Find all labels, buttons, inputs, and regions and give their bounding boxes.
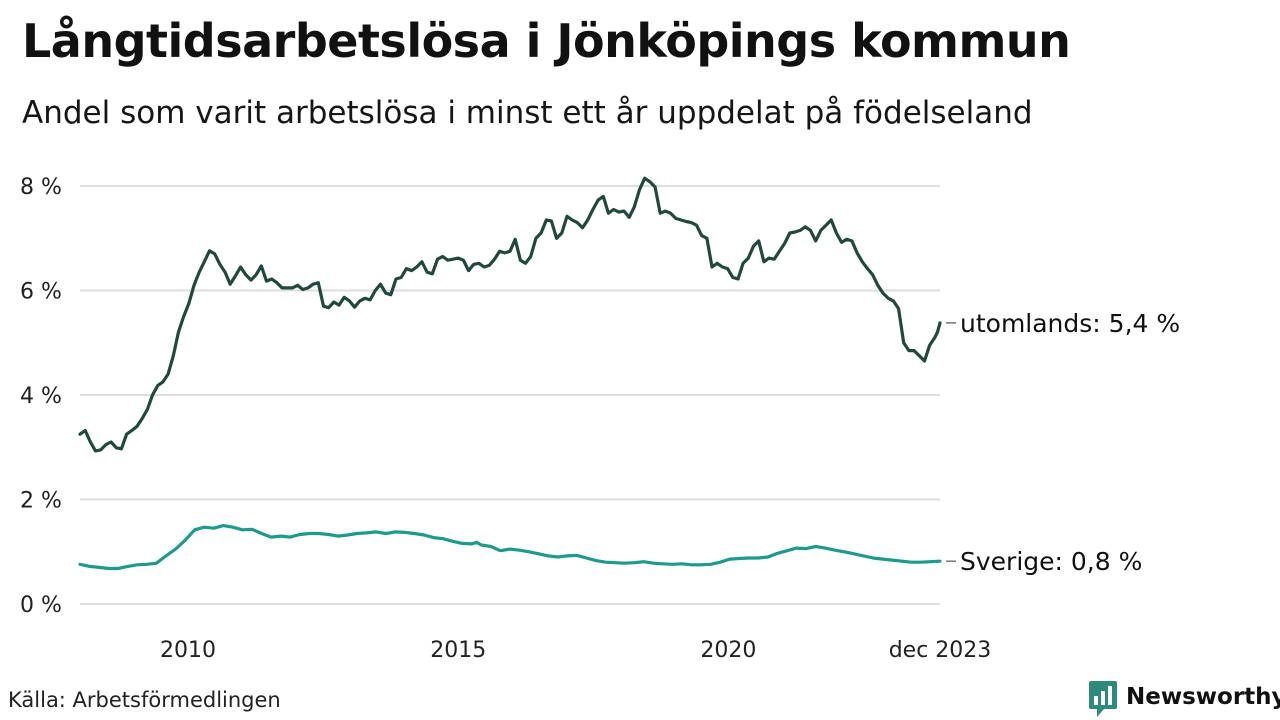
x-tick-label: 2020 — [700, 638, 756, 663]
page-subtitle: Andel som varit arbetslösa i minst ett å… — [22, 95, 1033, 131]
series-end-label-sverige: Sverige: 0,8 % — [960, 547, 1142, 576]
source-credit: Källa: Arbetsförmedlingen — [8, 688, 281, 712]
y-axis-ticks: 0 % 2 % 4 % 6 % 8 % — [20, 175, 62, 618]
brand-logo: Newsworthy — [1088, 680, 1280, 720]
series-end-label-utomlands: utomlands: 5,4 % — [960, 309, 1180, 338]
series-line-utomlands — [78, 176, 942, 453]
series-end-labels: utomlands: 5,4 % Sverige: 0,8 % — [946, 309, 1180, 576]
line-chart: 0 % 2 % 4 % 6 % 8 % 2010 2015 2020 dec 2023 uto… — [20, 175, 1180, 663]
x-tick-label: dec 2023 — [889, 638, 992, 663]
y-tick-label: 2 % — [20, 489, 62, 514]
series-lines — [78, 176, 942, 571]
y-tick-label: 6 % — [20, 280, 62, 305]
page-title: Långtidsarbetslösa i Jönköpings kommun — [22, 14, 1071, 68]
y-tick-label: 8 % — [20, 175, 62, 200]
newsworthy-logo-icon — [1089, 681, 1117, 717]
x-tick-label: 2010 — [160, 638, 216, 663]
brand-name: Newsworthy — [1126, 684, 1280, 710]
x-axis-ticks: 2010 2015 2020 dec 2023 — [160, 638, 991, 663]
y-tick-label: 0 % — [20, 593, 62, 618]
x-tick-label: 2015 — [430, 638, 486, 663]
y-tick-label: 4 % — [20, 384, 62, 409]
series-line-sverige — [78, 524, 942, 571]
grid-lines — [80, 185, 940, 605]
